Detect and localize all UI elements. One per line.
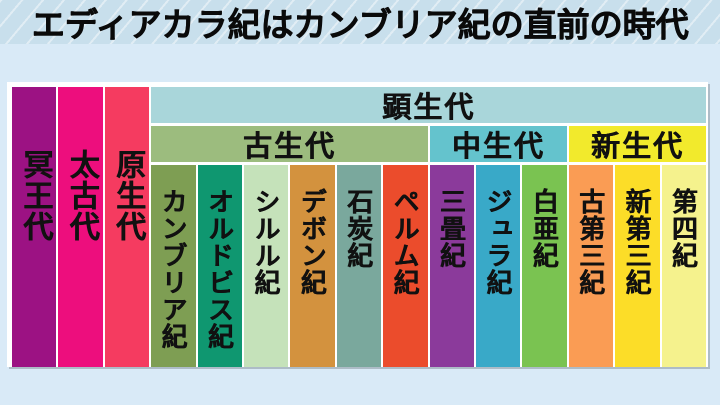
period-cretaceous: 白亜紀 <box>522 165 567 367</box>
eon-phanerozoic-header: 顕生代 <box>151 87 706 123</box>
eon-archean: 太古代 <box>58 87 103 367</box>
period-triassic: 三畳紀 <box>429 165 474 367</box>
period-silurian: シルル紀 <box>244 165 289 367</box>
timeline-panel: 冥王代 太古代 原生代 顕生代 古生代 中生代 新生代 カンブリア紀 オルドビス… <box>7 82 708 367</box>
era-cenozoic-header: 新生代 <box>568 126 706 162</box>
period-paleogene: 古第三紀 <box>568 165 614 367</box>
period-devonian: デボン紀 <box>290 165 335 367</box>
page-title: エディアカラ紀はカンブリア紀の直前の時代 <box>31 6 689 43</box>
title-band: エディアカラ紀はカンブリア紀の直前の時代 <box>0 0 720 44</box>
period-jurassic: ジュラ紀 <box>476 165 521 367</box>
period-carboniferous: 石炭紀 <box>336 165 382 367</box>
era-paleozoic-header: 古生代 <box>151 126 428 162</box>
geologic-timeline-table: 冥王代 太古代 原生代 顕生代 古生代 中生代 新生代 カンブリア紀 オルドビス… <box>12 87 706 367</box>
eon-hadean: 冥王代 <box>12 87 57 367</box>
period-quaternary: 第四紀 <box>661 165 706 367</box>
period-cambrian: カンブリア紀 <box>151 165 196 367</box>
period-ordovician: オルドビス紀 <box>197 165 242 367</box>
eon-proterozoic: 原生代 <box>104 87 150 367</box>
period-permian: ペルム紀 <box>383 165 428 367</box>
period-neogene: 新第三紀 <box>615 165 660 367</box>
era-mesozoic-header: 中生代 <box>429 126 567 162</box>
